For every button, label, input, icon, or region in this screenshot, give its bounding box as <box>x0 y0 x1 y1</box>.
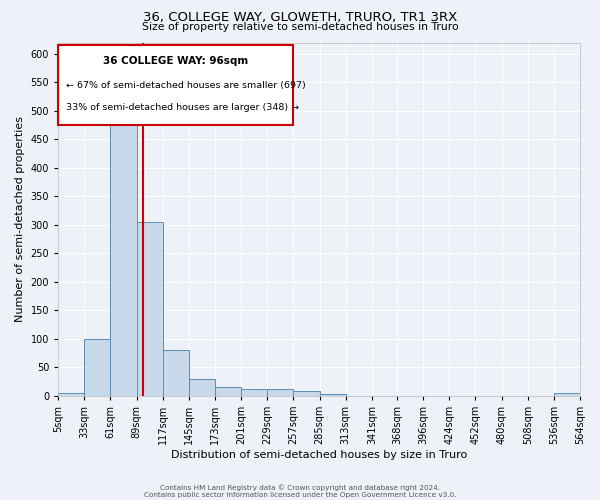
Bar <box>554 393 580 396</box>
X-axis label: Distribution of semi-detached houses by size in Truro: Distribution of semi-detached houses by … <box>171 450 467 460</box>
Text: Contains public sector information licensed under the Open Government Licence v3: Contains public sector information licen… <box>144 492 456 498</box>
Text: 36, COLLEGE WAY, GLOWETH, TRURO, TR1 3RX: 36, COLLEGE WAY, GLOWETH, TRURO, TR1 3RX <box>143 11 457 24</box>
Bar <box>189 379 215 396</box>
Bar <box>137 222 163 396</box>
Bar <box>320 394 346 396</box>
Bar <box>163 350 189 396</box>
Bar <box>241 388 267 396</box>
Bar <box>58 393 85 396</box>
Text: Contains HM Land Registry data © Crown copyright and database right 2024.: Contains HM Land Registry data © Crown c… <box>160 484 440 491</box>
Y-axis label: Number of semi-detached properties: Number of semi-detached properties <box>15 116 25 322</box>
Bar <box>110 114 137 396</box>
Text: Size of property relative to semi-detached houses in Truro: Size of property relative to semi-detach… <box>142 22 458 32</box>
Bar <box>215 388 241 396</box>
Text: 36 COLLEGE WAY: 96sqm: 36 COLLEGE WAY: 96sqm <box>103 56 248 66</box>
Bar <box>293 392 320 396</box>
Text: 33% of semi-detached houses are larger (348) →: 33% of semi-detached houses are larger (… <box>65 103 299 112</box>
Text: ← 67% of semi-detached houses are smaller (697): ← 67% of semi-detached houses are smalle… <box>65 81 305 90</box>
Bar <box>85 339 110 396</box>
FancyBboxPatch shape <box>58 46 293 125</box>
Bar <box>267 388 293 396</box>
